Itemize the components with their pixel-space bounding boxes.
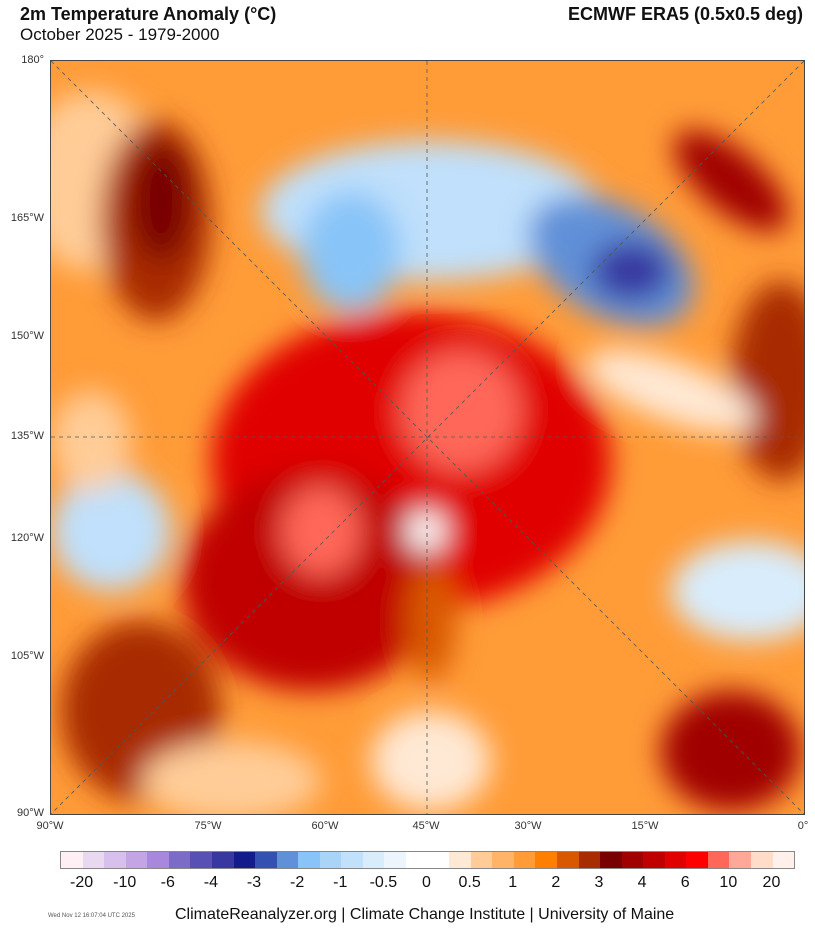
colorbar-swatch [600, 852, 622, 868]
colorbar-swatch [233, 852, 256, 868]
colorbar-swatch [643, 852, 665, 868]
colorbar-swatch [427, 852, 450, 868]
lat-label: 180° [21, 54, 44, 66]
colorbar-label: 6 [680, 874, 690, 891]
colorbar-swatch [384, 852, 406, 868]
colorbar-swatch [772, 852, 795, 868]
colorbar-label: 0 [422, 874, 431, 891]
colorbar-swatch [319, 852, 342, 868]
map-subtitle: October 2025 - 1979-2000 [20, 25, 220, 44]
colorbar-swatch [513, 852, 536, 868]
colorbar-label: -4 [203, 874, 219, 891]
lon-label: 75°W [194, 820, 222, 832]
credit-line: ClimateReanalyzer.org | Climate Change I… [175, 906, 675, 923]
lat-label: 165°W [10, 212, 44, 224]
colorbar-swatch [535, 852, 557, 868]
lat-label: 135°W [10, 430, 44, 442]
lat-label: 105°W [10, 650, 44, 662]
anomaly-map [50, 60, 805, 815]
colorbar-label: -0.5 [369, 874, 398, 891]
colorbar-swatch [751, 852, 773, 868]
colorbar-label: -1 [333, 874, 348, 891]
colorbar-swatch [168, 852, 191, 868]
colorbar-label: 0.5 [458, 874, 481, 891]
data-source: ECMWF ERA5 (0.5x0.5 deg) [567, 4, 803, 24]
colorbar-swatch [82, 852, 105, 868]
colorbar-swatch [61, 852, 83, 868]
colorbar-swatch [276, 852, 299, 868]
colorbar-label: -6 [160, 874, 175, 891]
lon-label: 0° [797, 820, 809, 832]
colorbar-ticks: -20 -10 -6 -4 -3 -2 -1 -0.5 0 0.5 1 2 3 4 6 10 20 [60, 874, 793, 894]
colorbar-swatch [211, 852, 234, 868]
colorbar-label: -3 [246, 874, 262, 891]
colorbar-swatch [449, 852, 471, 868]
colorbar-swatch [686, 852, 708, 868]
colorbar-label: 3 [594, 874, 604, 891]
colorbar-swatch [470, 852, 493, 868]
colorbar-label: 10 [719, 874, 738, 891]
lon-label: 15°W [631, 820, 659, 832]
colorbar-swatch [664, 852, 687, 868]
colorbar [60, 851, 795, 869]
colorbar-swatch [147, 852, 169, 868]
anomaly-field [51, 61, 804, 814]
colorbar-swatch [621, 852, 644, 868]
colorbar-label: -20 [69, 874, 94, 891]
colorbar-swatch [125, 852, 148, 868]
colorbar-swatch [578, 852, 601, 868]
lon-label: 45°W [412, 820, 440, 832]
colorbar-label: 4 [637, 874, 647, 891]
colorbar-swatch [190, 852, 212, 868]
colorbar-swatch [341, 852, 363, 868]
colorbar-label: 20 [762, 874, 781, 891]
lat-label: 150°W [10, 330, 44, 342]
colorbar-swatch [362, 852, 385, 868]
colorbar-swatch [298, 852, 320, 868]
colorbar-label: -2 [290, 874, 305, 891]
colorbar-swatch [255, 852, 277, 868]
colorbar-swatch [556, 852, 579, 868]
lon-label: 30°W [514, 820, 542, 832]
lat-label: 120°W [10, 532, 44, 544]
colorbar-swatch [729, 852, 751, 868]
colorbar-label: 1 [508, 874, 518, 891]
lon-label: 60°W [311, 820, 339, 832]
map-title: 2m Temperature Anomaly (°C) [20, 4, 277, 24]
colorbar-label: -10 [113, 874, 137, 891]
timestamp: Wed Nov 12 16:07:04 UTC 2025 [48, 913, 135, 919]
lon-label: 90°W [36, 820, 64, 832]
colorbar-swatch [492, 852, 514, 868]
colorbar-label: 2 [551, 874, 561, 891]
colorbar-swatch [707, 852, 730, 868]
colorbar-swatch [104, 852, 126, 868]
colorbar-swatch [406, 852, 428, 868]
lat-label: 90°W [16, 807, 44, 819]
